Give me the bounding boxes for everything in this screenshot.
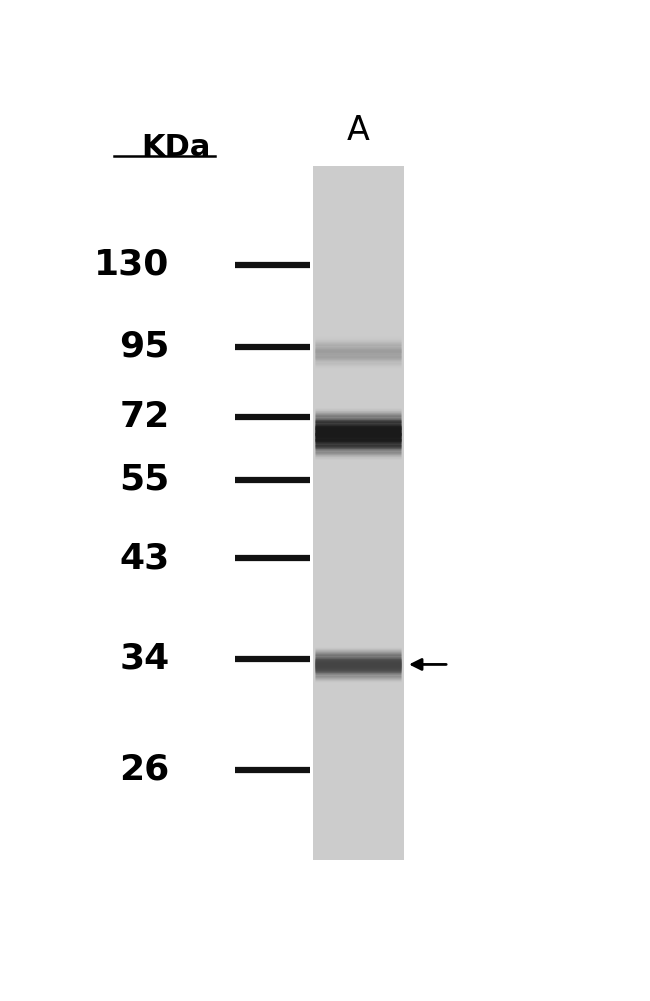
Text: KDa: KDa — [142, 132, 211, 161]
Text: A: A — [347, 114, 370, 147]
Text: 95: 95 — [119, 329, 170, 363]
Text: 43: 43 — [119, 542, 170, 576]
Text: 55: 55 — [119, 462, 170, 496]
Text: 34: 34 — [119, 642, 170, 676]
Text: 72: 72 — [119, 400, 170, 434]
Text: 26: 26 — [119, 753, 170, 787]
Text: 130: 130 — [94, 248, 170, 282]
Bar — [313, 166, 404, 860]
